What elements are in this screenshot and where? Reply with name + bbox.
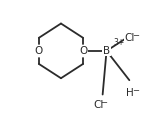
Text: O: O [79, 46, 87, 56]
Text: −: − [132, 31, 139, 40]
Text: 3+: 3+ [113, 38, 125, 47]
Text: H: H [126, 88, 134, 97]
Text: O: O [35, 46, 43, 56]
Text: Cl: Cl [93, 100, 103, 110]
Text: −: − [132, 86, 139, 95]
Text: −: − [100, 98, 107, 107]
Text: Cl: Cl [124, 33, 135, 43]
Text: B: B [103, 46, 110, 56]
